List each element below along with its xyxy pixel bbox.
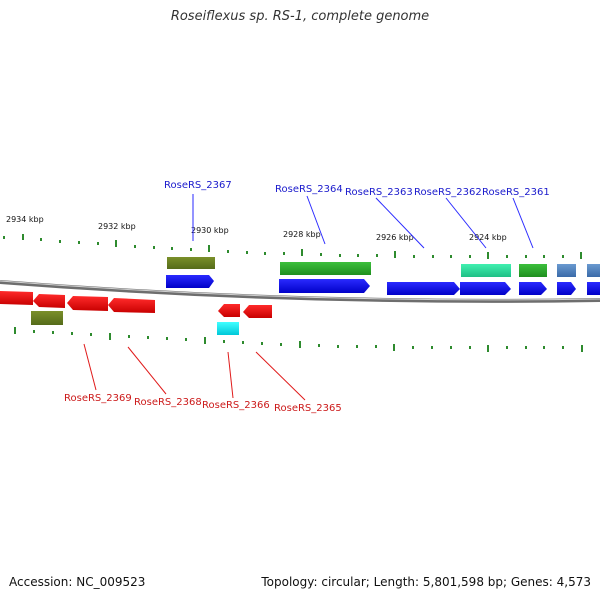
forward-gene-labels bbox=[192, 194, 534, 249]
feature-green[interactable] bbox=[280, 262, 371, 275]
gene-arrow-forward[interactable] bbox=[519, 282, 547, 295]
kbp-label: 2934 kbp bbox=[6, 215, 44, 224]
gene-arrow-reverse[interactable] bbox=[243, 305, 272, 318]
feature-olive[interactable] bbox=[167, 257, 215, 269]
kbp-label: 2932 kbp bbox=[98, 222, 136, 231]
kbp-label: 2926 kbp bbox=[376, 233, 414, 242]
bottom-scale-ticks bbox=[14, 327, 583, 352]
forward-strand-features bbox=[166, 257, 600, 295]
feature-green[interactable] bbox=[519, 264, 547, 277]
gene-arrow-reverse[interactable] bbox=[0, 291, 33, 305]
feature-cyan[interactable] bbox=[217, 322, 239, 335]
gene-label-reverse[interactable]: RoseRS_2366 bbox=[202, 400, 270, 411]
genome-backbone bbox=[0, 280, 600, 303]
gene-arrow-forward[interactable] bbox=[587, 282, 600, 295]
feature-olive[interactable] bbox=[31, 311, 63, 325]
gene-arrow-reverse[interactable] bbox=[33, 294, 65, 308]
gene-arrow-forward[interactable] bbox=[460, 282, 511, 295]
top-scale-ticks bbox=[3, 234, 582, 259]
gene-label-reverse[interactable]: RoseRS_2368 bbox=[134, 397, 202, 408]
gene-arrow-reverse[interactable] bbox=[218, 304, 240, 317]
kbp-label: 2924 kbp bbox=[469, 233, 507, 242]
kbp-label: 2930 kbp bbox=[191, 226, 229, 235]
feature-steel[interactable] bbox=[557, 264, 576, 277]
gene-label-reverse[interactable]: RoseRS_2369 bbox=[64, 393, 132, 404]
accession-text: Accession: NC_009523 bbox=[9, 575, 146, 589]
gene-label-forward[interactable]: RoseRS_2362 bbox=[414, 187, 482, 198]
genome-summary-text: Topology: circular; Length: 5,801,598 bp… bbox=[261, 575, 591, 589]
kbp-label: 2928 kbp bbox=[283, 230, 321, 239]
gene-arrow-reverse[interactable] bbox=[67, 296, 108, 311]
gene-label-forward[interactable]: RoseRS_2361 bbox=[482, 187, 550, 198]
gene-label-forward[interactable]: RoseRS_2364 bbox=[275, 184, 343, 195]
reverse-gene-labels bbox=[83, 343, 306, 401]
feature-teal[interactable] bbox=[461, 264, 511, 277]
gene-arrow-forward[interactable] bbox=[557, 282, 576, 295]
gene-label-forward[interactable]: RoseRS_2363 bbox=[345, 187, 413, 198]
reverse-strand-features bbox=[0, 291, 272, 335]
feature-steel[interactable] bbox=[587, 264, 600, 277]
gene-arrow-reverse[interactable] bbox=[108, 298, 155, 313]
map-title: Roseiflexus sp. RS-1, complete genome bbox=[170, 9, 430, 24]
gene-label-forward[interactable]: RoseRS_2367 bbox=[164, 180, 232, 191]
gene-label-reverse[interactable]: RoseRS_2365 bbox=[274, 403, 342, 414]
gene-arrow-forward[interactable] bbox=[387, 282, 460, 295]
gene-arrow-forward[interactable] bbox=[166, 275, 214, 288]
gene-arrow-forward[interactable] bbox=[279, 279, 370, 293]
